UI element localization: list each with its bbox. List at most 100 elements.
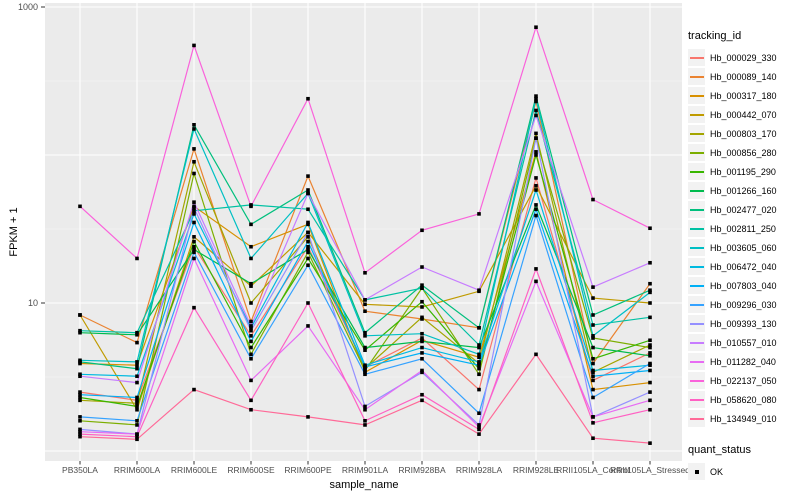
- data-point: [78, 432, 82, 436]
- legend-key-line-icon: [689, 398, 704, 401]
- legend-item-Hb_134949_010: Hb_134949_010: [688, 409, 800, 428]
- legend-item-Hb_010557_010: Hb_010557_010: [688, 333, 800, 352]
- data-point: [591, 395, 595, 400]
- data-point: [648, 290, 652, 295]
- data-point: [306, 230, 310, 235]
- legend-item-label: Hb_003605_060: [710, 242, 777, 253]
- data-point: [363, 334, 367, 338]
- data-point: [192, 122, 196, 127]
- data-point: [591, 313, 595, 317]
- legend-item-label: Hb_011282_040: [710, 356, 776, 367]
- data-point: [306, 301, 310, 305]
- data-point: [306, 174, 310, 178]
- legend-key-box: [688, 163, 705, 180]
- data-point: [591, 361, 595, 366]
- data-point: [591, 378, 595, 383]
- legend-item-label: Hb_006472_040: [710, 261, 777, 272]
- data-point: [363, 330, 367, 335]
- data-point: [135, 340, 139, 345]
- legend-key-box: [688, 125, 705, 142]
- data-point: [135, 437, 139, 442]
- legend-item-label: Hb_009296_030: [710, 299, 777, 310]
- data-point: [306, 247, 310, 252]
- data-point: [249, 319, 253, 324]
- legend-item-ok: OK: [688, 462, 800, 481]
- data-point: [477, 345, 481, 350]
- data-point: [135, 404, 139, 409]
- data-point: [477, 387, 481, 392]
- data-point: [249, 244, 253, 249]
- data-point: [249, 407, 253, 412]
- data-point: [78, 398, 82, 403]
- data-point: [306, 256, 310, 261]
- data-point: [249, 334, 253, 338]
- data-point: [192, 305, 196, 310]
- data-point: [648, 390, 652, 394]
- data-point: [306, 324, 310, 328]
- legend-key-box: [688, 87, 705, 104]
- data-point: [192, 208, 196, 213]
- data-point: [78, 415, 82, 419]
- data-point: [249, 356, 253, 361]
- x-tick-label: RRIM901LA: [342, 465, 389, 475]
- data-point: [477, 288, 481, 293]
- data-point: [192, 147, 196, 151]
- data-point: [591, 387, 595, 392]
- data-point: [78, 427, 82, 432]
- data-point: [192, 239, 196, 244]
- legend-item-Hb_002811_250: Hb_002811_250: [688, 219, 800, 238]
- data-point: [420, 331, 424, 336]
- x-tick-label: PB350LA: [62, 465, 98, 475]
- legend-item-Hb_000442_070: Hb_000442_070: [688, 105, 800, 124]
- data-point: [591, 421, 595, 425]
- legend-key-line-icon: [689, 170, 704, 173]
- data-point: [591, 368, 595, 373]
- legend-item-Hb_000856_280: Hb_000856_280: [688, 143, 800, 162]
- data-point: [648, 260, 652, 265]
- legend-item-label: Hb_002811_250: [710, 223, 776, 234]
- data-point: [363, 368, 367, 373]
- data-point: [477, 423, 481, 427]
- data-point: [249, 398, 253, 403]
- data-point: [591, 436, 595, 441]
- data-point: [648, 338, 652, 343]
- legend-item-label: Hb_000317_180: [710, 90, 777, 101]
- data-point: [420, 336, 424, 340]
- data-point: [648, 368, 652, 373]
- data-point: [648, 351, 652, 355]
- legend-item-label: Hb_134949_010: [710, 413, 777, 424]
- data-point: [420, 265, 424, 269]
- legend-key-box: [688, 106, 705, 123]
- data-point: [363, 423, 367, 427]
- data-point: [534, 203, 538, 207]
- legend-item-Hb_000029_330: Hb_000029_330: [688, 48, 800, 67]
- data-point: [135, 395, 139, 400]
- data-point: [363, 348, 367, 352]
- legend-item-Hb_007803_040: Hb_007803_040: [688, 276, 800, 295]
- quant-status-block: quant_status OK: [688, 444, 800, 481]
- data-point: [135, 423, 139, 427]
- data-point: [192, 43, 196, 48]
- data-point: [534, 183, 538, 188]
- data-point: [420, 351, 424, 355]
- data-point: [306, 96, 310, 101]
- data-point: [420, 370, 424, 375]
- data-point: [648, 398, 652, 403]
- data-point: [306, 263, 310, 268]
- data-point: [363, 302, 367, 307]
- legend-item-label: Hb_000803_170: [710, 128, 777, 139]
- legend-item-Hb_058620_080: Hb_058620_080: [688, 390, 800, 409]
- y-axis-title: FPKM + 1: [8, 207, 20, 257]
- legend-key-line-icon: [689, 265, 704, 268]
- x-tick-label: RRIM600PE: [284, 465, 332, 475]
- data-point: [591, 296, 595, 300]
- plot-panel: [45, 3, 682, 461]
- legend-key-box: [688, 220, 705, 237]
- data-point: [591, 345, 595, 350]
- data-point: [477, 411, 481, 416]
- legend-item-label: Hb_010557_010: [710, 337, 777, 348]
- y-tick-label: 1000: [18, 2, 38, 12]
- data-point: [306, 222, 310, 227]
- data-point: [534, 113, 538, 118]
